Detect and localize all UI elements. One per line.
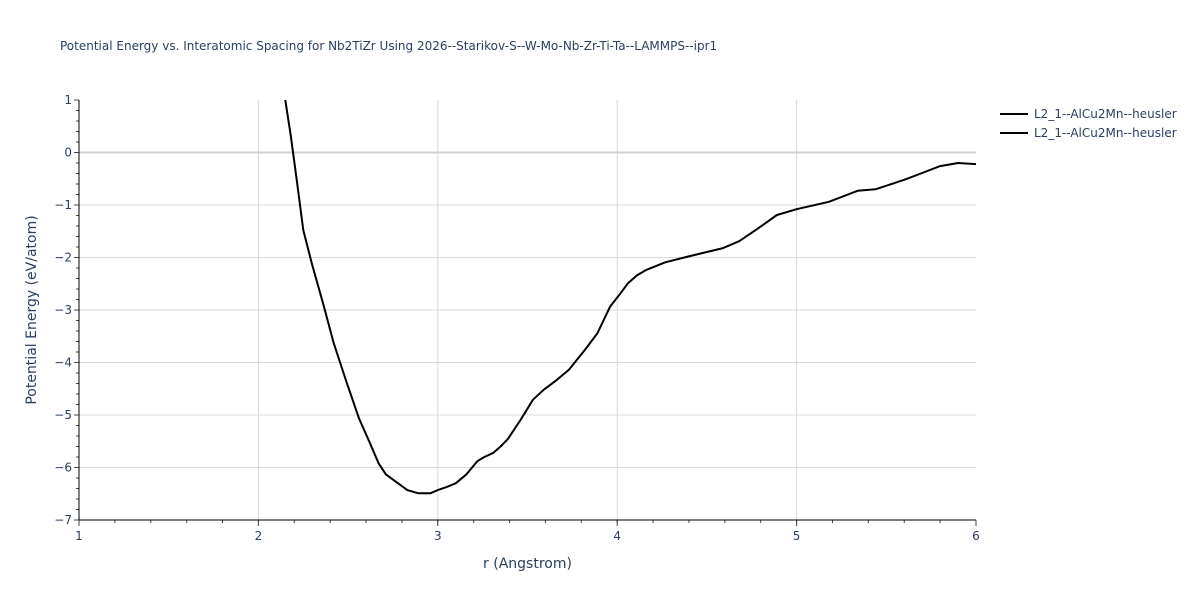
legend-item[interactable]: L2_1--AlCu2Mn--heusler	[1000, 107, 1177, 121]
y-tick-label: 0	[64, 146, 72, 160]
y-tick-label: −5	[54, 408, 72, 422]
x-tick-label: 6	[972, 529, 980, 543]
plot-area[interactable]	[284, 99, 977, 495]
legend-label: L2_1--AlCu2Mn--heusler	[1034, 107, 1177, 121]
y-tick-label: −1	[54, 198, 72, 212]
x-tick-label: 4	[613, 529, 621, 543]
x-tick-label: 5	[793, 529, 801, 543]
y-tick-label: −2	[54, 251, 72, 265]
y-tick-label: −3	[54, 303, 72, 317]
x-tick-label: 3	[434, 529, 442, 543]
y-tick-label: −4	[54, 356, 72, 370]
y-tick-label: 1	[64, 93, 72, 107]
grid-lines	[79, 100, 976, 520]
chart-title: Potential Energy vs. Interatomic Spacing…	[60, 39, 717, 53]
legend-label: L2_1--AlCu2Mn--heusler	[1034, 126, 1177, 140]
y-tick-label: −7	[54, 513, 72, 527]
legend[interactable]: L2_1--AlCu2Mn--heusler L2_1--AlCu2Mn--heu…	[1000, 107, 1177, 140]
legend-item[interactable]: L2_1--AlCu2Mn--heusler	[1000, 126, 1177, 140]
x-axis-title: r (Angstrom)	[483, 556, 572, 572]
x-tick-label: 1	[75, 529, 83, 543]
axes: 1 2 3 4 5 6 1 0 −1 −2 −3 −4 −5 −6 −7	[54, 93, 980, 543]
series-line[interactable]	[284, 99, 977, 495]
x-tick-label: 2	[255, 529, 263, 543]
y-axis-title: Potential Energy (eV/atom)	[24, 215, 40, 404]
y-tick-label: −6	[54, 461, 72, 475]
